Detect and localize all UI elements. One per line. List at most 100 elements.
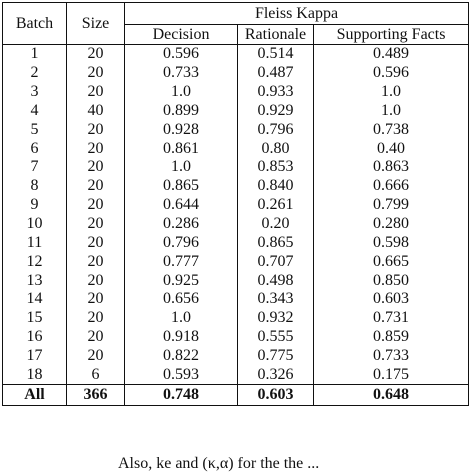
rationale-cell: 0.514 xyxy=(237,43,314,64)
total-size-cell: 366 xyxy=(66,384,125,407)
size-cell: 20 xyxy=(66,233,125,253)
rationale-cell: 0.775 xyxy=(237,346,314,366)
table-row: 9 20 0.644 0.261 0.799 xyxy=(2,195,470,215)
header-row: Batch Size Fleiss Kappa xyxy=(2,2,470,45)
supporting-facts-cell: 0.489 xyxy=(312,43,470,64)
fleiss-kappa-table: Batch Size Fleiss Kappa Decision Rationa… xyxy=(2,2,470,407)
supporting-facts-cell: 0.280 xyxy=(312,214,470,234)
size-column-header: Size xyxy=(66,2,125,45)
supporting-facts-cell: 0.665 xyxy=(312,252,470,272)
cut-off-body-text: Also, ke and (κ,α) for the the ... xyxy=(118,455,320,472)
total-decision-cell: 0.748 xyxy=(124,384,238,407)
size-cell: 20 xyxy=(66,176,125,196)
rationale-cell: 0.865 xyxy=(237,233,314,253)
decision-cell: 0.644 xyxy=(124,195,238,215)
table-header: Batch Size Fleiss Kappa Decision Rationa… xyxy=(2,2,470,45)
decision-cell: 0.286 xyxy=(124,214,238,234)
decision-cell: 0.596 xyxy=(124,43,238,64)
decision-cell: 0.656 xyxy=(124,289,238,309)
rationale-cell: 0.840 xyxy=(237,176,314,196)
table-row: 2 20 0.733 0.487 0.596 xyxy=(2,63,470,83)
supporting-facts-cell: 0.799 xyxy=(312,195,470,215)
batch-cell: 17 xyxy=(2,346,67,366)
decision-cell: 0.733 xyxy=(124,63,238,83)
size-cell: 20 xyxy=(66,158,125,177)
rationale-cell: 0.261 xyxy=(237,195,314,215)
rationale-cell: 0.932 xyxy=(237,308,314,328)
supporting-facts-cell: 0.175 xyxy=(312,365,470,385)
decision-cell: 0.796 xyxy=(124,233,238,253)
table-row: 4 40 0.899 0.929 1.0 xyxy=(2,101,470,121)
size-cell: 20 xyxy=(66,308,125,328)
decision-cell: 0.865 xyxy=(124,176,238,196)
decision-cell: 1.0 xyxy=(124,82,238,102)
decision-cell: 1.0 xyxy=(124,308,238,328)
batch-cell: 4 xyxy=(2,101,67,121)
table-row: 5 20 0.928 0.796 0.738 xyxy=(2,120,470,140)
table-row: 6 20 0.861 0.80 0.40 xyxy=(2,139,470,159)
total-batch-cell: All xyxy=(2,384,67,407)
rationale-cell: 0.326 xyxy=(237,365,314,385)
batch-cell: 14 xyxy=(2,289,67,309)
table-row: 7 20 1.0 0.853 0.863 xyxy=(2,158,470,177)
rationale-cell: 0.933 xyxy=(237,82,314,102)
batch-cell: 11 xyxy=(2,233,67,253)
supporting-facts-cell: 1.0 xyxy=(312,82,470,102)
batch-cell: 13 xyxy=(2,271,67,290)
batch-cell: 16 xyxy=(2,327,67,347)
subheader-row: Decision Rationale Supporting Facts xyxy=(3,24,470,45)
batch-cell: 6 xyxy=(2,139,67,159)
batch-cell: 3 xyxy=(2,82,67,102)
decision-cell: 0.822 xyxy=(124,346,238,366)
supporting-facts-cell: 0.850 xyxy=(312,271,470,290)
size-cell: 20 xyxy=(66,139,125,159)
table-row: 16 20 0.918 0.555 0.859 xyxy=(2,327,470,347)
batch-cell: 1 xyxy=(2,43,67,64)
size-cell: 6 xyxy=(66,365,125,385)
decision-cell: 0.861 xyxy=(124,139,238,159)
rationale-cell: 0.20 xyxy=(237,214,314,234)
batch-cell: 8 xyxy=(2,176,67,196)
size-cell: 20 xyxy=(66,289,125,309)
size-cell: 20 xyxy=(66,195,125,215)
table-row: 3 20 1.0 0.933 1.0 xyxy=(2,82,470,102)
total-row: All 366 0.748 0.603 0.648 xyxy=(2,384,470,407)
decision-column-header: Decision xyxy=(124,24,238,45)
rationale-cell: 0.796 xyxy=(237,120,314,140)
size-cell: 20 xyxy=(66,271,125,290)
table-row: 13 20 0.925 0.498 0.850 xyxy=(2,271,470,290)
supporting-facts-cell: 0.666 xyxy=(312,176,470,196)
table-row: 10 20 0.286 0.20 0.280 xyxy=(2,214,470,234)
rationale-cell: 0.343 xyxy=(237,289,314,309)
supporting-facts-cell: 0.603 xyxy=(312,289,470,309)
size-cell: 20 xyxy=(66,327,125,347)
rationale-cell: 0.555 xyxy=(237,327,314,347)
batch-cell: 2 xyxy=(2,63,67,83)
table-footer: All 366 0.748 0.603 0.648 xyxy=(2,384,470,407)
table-row: 18 6 0.593 0.326 0.175 xyxy=(2,365,470,385)
total-rationale-cell: 0.603 xyxy=(237,384,314,407)
table-row: 8 20 0.865 0.840 0.666 xyxy=(2,176,470,196)
table-body: 1 20 0.596 0.514 0.489 2 20 0.733 0.487 0.596 3 20 1… xyxy=(2,43,470,385)
supporting-facts-cell: 0.738 xyxy=(312,120,470,140)
supporting-facts-cell: 0.733 xyxy=(312,346,470,366)
decision-cell: 0.777 xyxy=(124,252,238,272)
rationale-cell: 0.487 xyxy=(237,63,314,83)
decision-cell: 1.0 xyxy=(124,158,238,177)
size-cell: 20 xyxy=(66,214,125,234)
table-row: 11 20 0.796 0.865 0.598 xyxy=(2,233,470,253)
size-cell: 40 xyxy=(66,101,125,121)
supporting-facts-cell: 0.40 xyxy=(312,139,470,159)
batch-cell: 7 xyxy=(2,158,67,177)
supporting-facts-cell: 0.596 xyxy=(312,63,470,83)
rationale-cell: 0.80 xyxy=(237,139,314,159)
rationale-cell: 0.498 xyxy=(237,271,314,290)
supporting-facts-column-header: Supporting Facts xyxy=(312,24,470,45)
table-row: 17 20 0.822 0.775 0.733 xyxy=(2,346,470,366)
fleiss-kappa-group-header: Fleiss Kappa xyxy=(123,2,470,25)
batch-cell: 18 xyxy=(2,365,67,385)
total-supporting-facts-cell: 0.648 xyxy=(312,384,470,407)
table-row: 14 20 0.656 0.343 0.603 xyxy=(2,289,470,309)
batch-cell: 15 xyxy=(2,308,67,328)
batch-cell: 9 xyxy=(2,195,67,215)
